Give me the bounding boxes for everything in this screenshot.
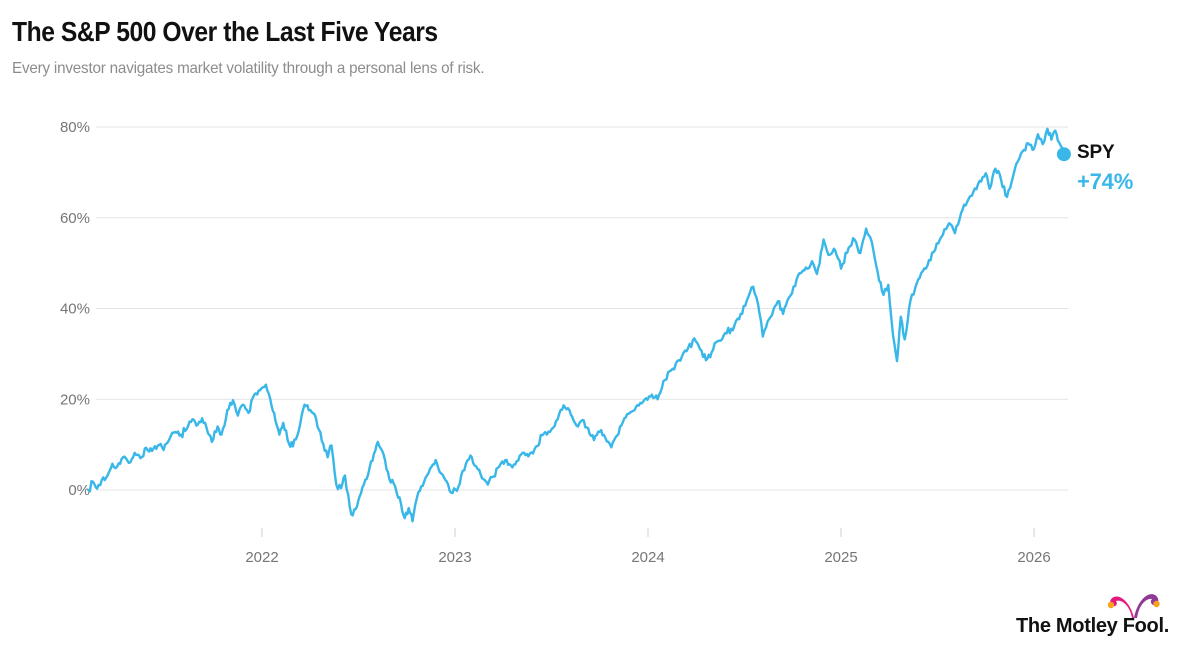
spy-series-line (87, 127, 1066, 523)
y-axis-label: 0% (68, 482, 90, 499)
x-axis-label: 2024 (631, 549, 664, 566)
jester-hat-icon (1107, 594, 1160, 618)
series-end-dot (1056, 147, 1071, 162)
logo-text: The Motley Fool. (1016, 615, 1169, 637)
y-axis-label: 40% (60, 301, 90, 318)
x-axis-label: 2026 (1017, 549, 1050, 566)
y-axis-label: 60% (60, 210, 90, 227)
series-end-labels: SPY +74% (1077, 142, 1133, 195)
chart-subtitle: Every investor navigates market volatili… (12, 60, 485, 77)
y-axis-label: 20% (60, 391, 90, 408)
spy-return-label: +74% (1077, 169, 1134, 194)
x-axis-label: 2025 (824, 549, 857, 566)
spy-ticker-label: SPY (1077, 142, 1115, 163)
y-axis-label: 80% (60, 119, 90, 136)
x-axis-label: 2022 (245, 549, 278, 566)
x-axis-label: 2023 (438, 549, 471, 566)
chart-title: The S&P 500 Over the Last Five Years (12, 16, 438, 47)
